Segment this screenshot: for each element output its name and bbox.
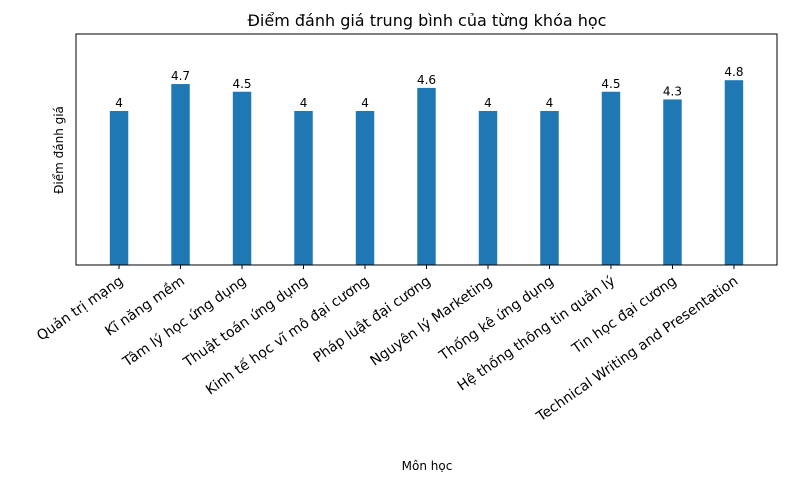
bar [724,80,744,265]
bar [232,91,252,265]
chart-title: Điểm đánh giá trung bình của từng khóa h… [248,11,607,30]
bar [478,111,498,265]
x-axis-label: Môn học [402,459,453,473]
bar [417,87,436,266]
bar [109,111,129,265]
data-label: 4 [300,96,308,110]
bar [171,84,190,265]
bars-group [109,80,744,266]
data-label: 4.5 [232,77,251,91]
plot-frame [75,33,778,266]
data-label: 4.5 [601,77,620,91]
bar [540,111,559,265]
bar [601,91,621,265]
data-label: 4 [546,96,554,110]
bar [355,111,375,265]
bar [294,111,313,265]
x-tick-label: Thống kê ứng dụng [435,272,557,364]
data-label: 4.7 [171,69,190,83]
data-label: 4 [361,96,369,110]
data-label: 4.6 [417,73,436,87]
data-label: 4.8 [724,65,743,79]
value-labels-group: 4 4.7 4.5 4 4 4.6 4 4 4.5 4.3 4.8 [115,65,743,110]
bar [663,99,682,265]
data-label: 4 [484,96,492,110]
data-label: 4.3 [663,84,682,98]
y-axis-label: Điểm đánh giá [52,106,66,194]
x-tick-label: Tin học đại cương [568,273,679,358]
data-label: 4 [115,96,123,110]
